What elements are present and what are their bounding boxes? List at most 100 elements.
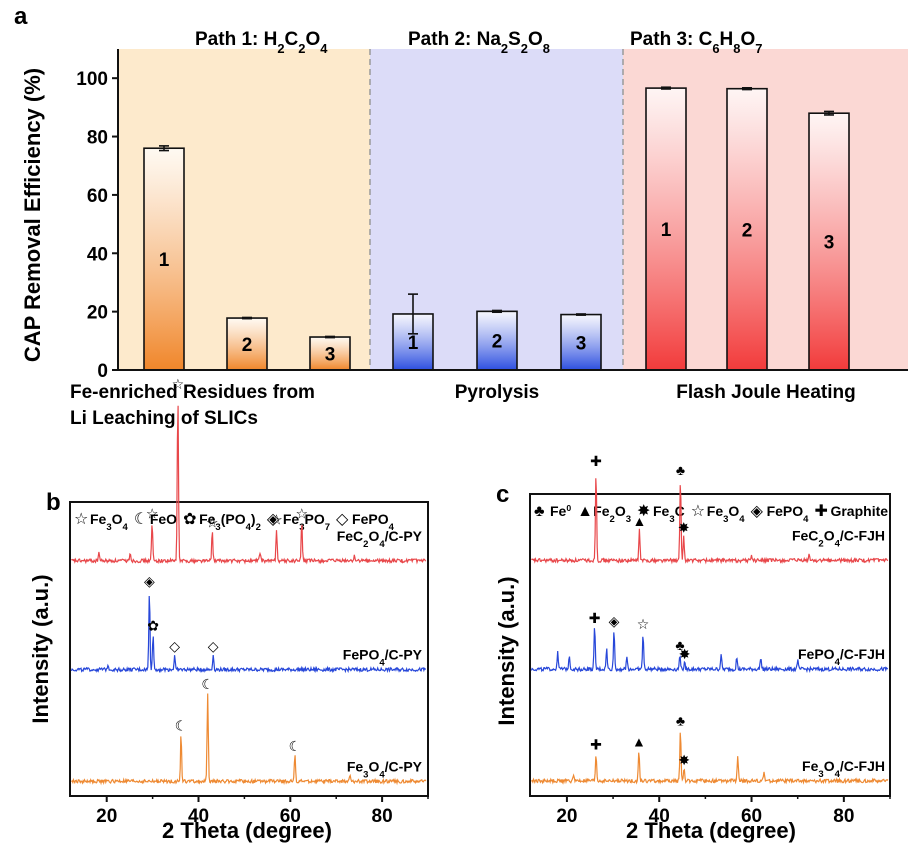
c-legend-symbol: ✚ (814, 503, 827, 520)
c-legend-label: Graphite (830, 503, 888, 519)
panel-a-bar-chart: a Path 1: H2C2O4 Path 2: Na2S2O8 Path 3: C… (14, 3, 908, 429)
bar-number-label: 2 (242, 335, 253, 356)
panel-c-y-axis-label: Intensity (a.u.) (494, 576, 519, 725)
c-legend-symbol: ☆ (691, 503, 705, 520)
b-x-tick-label: 60 (280, 806, 301, 827)
y-tick-label: 80 (87, 128, 108, 149)
c-legend: ♣ Fe0 ▲ Fe2O3 ✸ Fe3C ☆ Fe3O4 ◈ FePO4 ✚ Graphite (534, 503, 888, 525)
y-tick-label: 40 (87, 244, 108, 265)
c-legend-label: Fe2O3 (593, 503, 631, 525)
c-peak-marker: ♣ (676, 462, 685, 478)
error-bar-path3-3 (824, 110, 834, 116)
c-peak-marker: ✸ (679, 646, 691, 662)
category-label-2: Pyrolysis (455, 382, 540, 403)
panel-c-plot: 20 40 60 80♣ Fe0 ▲ Fe2O3 ✸ Fe3C ☆ Fe3O4 ◈ FePO4 ✚ Grap… (529, 453, 891, 827)
b-series-3: ☾ ☾ ☾ Fe3O4/C-PY (71, 676, 427, 786)
y-tick-label: 20 (87, 303, 108, 324)
c-x-tick-label: 40 (649, 806, 670, 827)
b-legend-label: Fe3O4 (90, 511, 129, 533)
bar-number-label: 2 (492, 332, 503, 353)
error-bar-path2-3 (576, 313, 586, 316)
c-series-label: FePO4/C-FJH (798, 646, 885, 668)
bar-number-label: 1 (159, 250, 170, 271)
c-peak-marker: ▲ (632, 734, 646, 750)
c-series-3: ✚ ▲ ♣ ✸ Fe3O4/C-FJH (530, 713, 889, 785)
panel-b-x-axis-label: 2 Theta (degree) (162, 818, 332, 843)
c-peak-marker: ✚ (590, 737, 602, 753)
c-peak-marker: ✸ (678, 752, 690, 768)
b-series-1: ☆ ☆ ☆ ☆ ☆ FeC2O4/C-PY (71, 376, 427, 565)
c-series-label: FeC2O4/C-FJH (792, 527, 885, 549)
error-bar-path1-1 (159, 145, 169, 152)
c-plot-frame (529, 493, 891, 797)
category-label-3: Flash Joule Heating (676, 382, 855, 403)
c-legend-symbol: ♣ (534, 503, 545, 520)
bar-path1-3 (309, 336, 351, 371)
c-x-tick-label: 20 (556, 806, 577, 827)
path-titles: Path 1: H2C2O4 Path 2: Na2S2O8 Path 3: C6H… (195, 29, 762, 56)
b-pattern-line (71, 405, 427, 565)
panel-b-xrd-chart: b 20 40 60 80☆ Fe3O4 ☾ FeO ✿ Fe3(PO4)2 ◈ Fe3PO7 ◇ Fe… (28, 376, 429, 843)
error-bar-path2-2 (492, 309, 502, 314)
panel-b-plot: 20 40 60 80☆ Fe3O4 ☾ FeO ✿ Fe3(PO4)2 ◈ Fe3PO7 ◇ FePO… (69, 376, 429, 827)
bar-path1-1 (143, 147, 185, 371)
bar-path3-2 (726, 87, 768, 371)
c-peak-marker: ▲ (632, 513, 646, 529)
bar-number-label: 1 (408, 333, 419, 354)
bar-number-label: 1 (661, 220, 672, 241)
c-series-2: ✚ ◈ ☆ ♣✸ FePO4/C-FJH (530, 610, 889, 674)
panel-a-axes: 0 20 40 60 80 100 (76, 49, 908, 382)
error-bar-path2-1 (408, 293, 418, 335)
c-pattern-line (530, 628, 889, 674)
b-series-label: FePO4/C-PY (343, 647, 423, 669)
error-bar-path1-3 (325, 335, 335, 339)
b-series-label: FeC2O4/C-PY (337, 528, 423, 550)
b-peak-marker: ☆ (296, 506, 309, 522)
c-x-tick-label: 60 (741, 806, 762, 827)
panel-b-letter: b (46, 489, 61, 516)
c-peak-marker: ☆ (637, 616, 650, 632)
bar-number-label: 3 (824, 233, 835, 254)
error-bar-path1-2 (242, 316, 252, 320)
bar-path2-3 (560, 313, 602, 371)
c-legend-label: Fe3O4 (707, 503, 746, 525)
panel-c-x-axis-label: 2 Theta (degree) (626, 818, 796, 843)
path-2-title: Path 2: Na2S2O8 (408, 29, 550, 56)
y-tick-label: 100 (76, 69, 108, 90)
c-legend-label: Fe0 (550, 503, 571, 519)
b-peak-marker: ☾ (289, 738, 302, 754)
path-3-title: Path 3: C6H8O7 (630, 29, 762, 56)
panel-c-xrd-chart: c 20 40 60 80♣ Fe0 ▲ Fe2O3 ✸ Fe3C ☆ Fe3O4 ◈ FePO4 ✚ Gr… (494, 453, 891, 843)
c-legend-symbol: ▲ (577, 503, 593, 520)
b-legend-symbol: ☾ (134, 511, 148, 528)
b-legend-label: FeO (150, 511, 177, 527)
c-series-1: ✚ ▲ ♣ ✸ FeC2O4/C-FJH (531, 453, 889, 565)
c-pattern-line (530, 732, 889, 785)
b-peak-marker: ◈ (144, 573, 155, 589)
c-peak-marker: ✸ (678, 519, 690, 535)
y-tick-label: 0 (97, 361, 108, 382)
panel-a-letter: a (14, 3, 28, 30)
category-label-1: Li Leaching of SLICs (70, 408, 258, 429)
b-x-tick-label: 20 (96, 806, 117, 827)
category-label-1: Fe-enriched Residues from (70, 382, 315, 403)
b-peak-marker: ☾ (201, 676, 214, 692)
b-series-label: Fe3O4/C-PY (347, 758, 423, 780)
c-series-label: Fe3O4/C-FJH (802, 758, 885, 780)
bar-path3-3 (808, 112, 850, 371)
panel-c-letter: c (496, 481, 509, 508)
c-pattern-line (531, 478, 889, 565)
b-pattern-line (70, 595, 427, 674)
c-peak-marker: ♣ (675, 637, 684, 653)
b-peak-marker: ◇ (169, 638, 180, 654)
c-legend-label: FePO4 (767, 503, 810, 525)
b-peak-marker: ☆ (206, 514, 219, 530)
b-legend-symbol: ◈ (267, 511, 280, 528)
b-legend-label: FePO4 (352, 511, 395, 533)
c-peak-marker: ♣ (676, 713, 685, 729)
y-tick-label: 60 (87, 186, 108, 207)
b-peak-marker: ☆ (146, 506, 159, 522)
bar-number-label: 2 (742, 220, 753, 241)
error-bar-path3-1 (661, 86, 671, 90)
b-plot-frame (69, 501, 429, 797)
